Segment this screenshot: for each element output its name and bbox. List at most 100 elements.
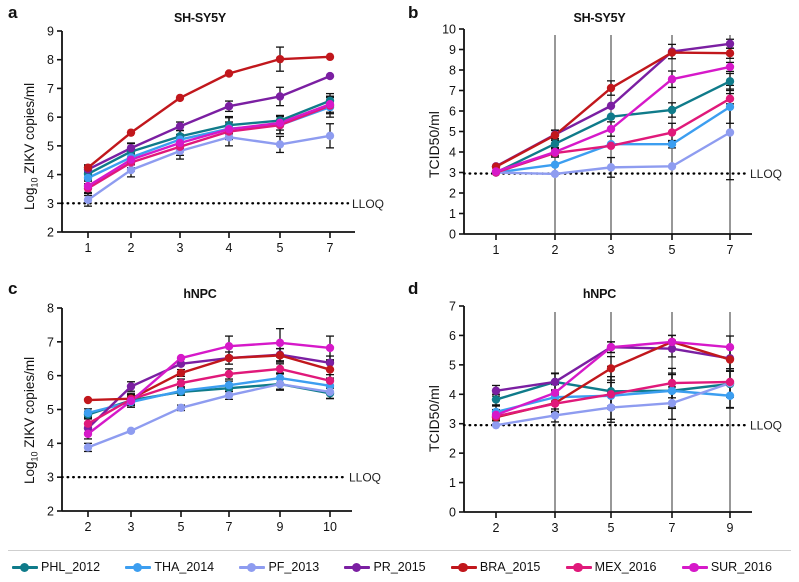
data-point-phl_2012 <box>725 77 735 86</box>
legend-item-label: PR_2015 <box>373 560 426 574</box>
data-point-pf_2013 <box>606 403 616 412</box>
data-point-bra_2015 <box>275 54 285 64</box>
x-axis-tick-label: 5 <box>669 243 676 257</box>
data-point-bra_2015 <box>667 48 677 57</box>
y-axis-tick-label: 4 <box>47 437 54 451</box>
series-line-pr_2015 <box>86 74 332 171</box>
data-point-pf_2013 <box>606 163 616 172</box>
data-point-sur_2016 <box>83 181 93 191</box>
x-axis-tick-label: 2 <box>552 243 559 257</box>
legend-item-label: BRA_2015 <box>479 560 541 574</box>
data-point-sur_2016 <box>176 353 186 363</box>
data-point-bra_2015 <box>175 93 185 103</box>
data-point-pf_2013 <box>550 411 560 420</box>
data-point-sur_2016 <box>550 147 560 157</box>
y-axis-tick-label: 6 <box>449 329 456 343</box>
panel-a: a SH-SY5Y Log10 ZIKV copies/ml 2 3 4 5 6 7 8 9 1… <box>0 0 400 276</box>
data-point-pf_2013 <box>325 131 335 141</box>
legend-item-sur_2016[interactable]: SUR_2016 <box>681 560 772 574</box>
data-point-pr_2015 <box>325 358 335 368</box>
data-point-mex_2016 <box>176 378 186 388</box>
panel-c-y-axis-label-rest: ZIKV copies/ml <box>22 356 37 452</box>
series-line-bra_2015 <box>86 55 332 169</box>
y-axis-tick-label: 3 <box>47 197 54 211</box>
data-point-sur_2016 <box>126 396 136 406</box>
legend-item-pf_2013[interactable]: PF_2013 <box>239 560 319 574</box>
panel-a-y-axis-label-rest: ZIKV copies/ml <box>22 82 37 178</box>
data-point-sur_2016 <box>606 124 616 134</box>
data-point-bra_2015 <box>224 353 234 363</box>
data-point-tha_2014 <box>725 391 735 400</box>
y-axis-tick-label: 8 <box>47 302 54 316</box>
y-axis-tick-label: 5 <box>449 358 456 372</box>
data-point-pf_2013 <box>325 387 335 397</box>
legend-divider <box>8 550 791 551</box>
data-point-sur_2016 <box>325 343 335 353</box>
legend-item-tha_2014[interactable]: THA_2014 <box>125 560 214 574</box>
data-point-mex_2016 <box>325 376 335 385</box>
data-point-sur_2016 <box>725 343 735 352</box>
data-point-sur_2016 <box>175 138 185 148</box>
panel-c-y-axis-label-sub: 10 <box>29 451 40 462</box>
legend-item-bra_2015[interactable]: BRA_2015 <box>450 560 541 574</box>
legend-dot-swatch <box>132 562 143 573</box>
x-axis-tick-label: 7 <box>669 521 676 535</box>
panel-c-y-axis-label: Log10 ZIKV copies/ml <box>22 357 40 484</box>
data-point-pf_2013 <box>550 169 560 179</box>
x-axis-tick-label: 4 <box>226 241 233 255</box>
legend-item-label: PHL_2012 <box>41 560 101 574</box>
x-axis-tick-label: 7 <box>226 520 233 534</box>
series-line-sur_2016 <box>86 103 332 188</box>
y-axis-tick-label: 5 <box>47 139 54 153</box>
legend-item-mex_2016[interactable]: MEX_2016 <box>565 560 657 574</box>
data-point-pf_2013 <box>725 128 735 137</box>
data-point-pr_2015 <box>176 359 186 369</box>
data-point-sur_2016 <box>224 125 234 134</box>
panel-d-plot: 0 1 2 3 4 5 6 7 2 3 5 7 9 LLOQ <box>449 300 782 536</box>
data-point-sur_2016 <box>550 388 560 398</box>
data-point-mex_2016 <box>83 419 93 428</box>
y-axis-tick-label: 6 <box>47 369 54 383</box>
data-point-pr_2015 <box>491 386 501 395</box>
legend-item-label: THA_2014 <box>154 560 215 574</box>
y-axis-tick-label: 9 <box>47 25 54 39</box>
panel-c-plot: 2 3 4 5 6 7 8 2 3 5 7 9 10 LLOQ <box>47 302 381 535</box>
x-axis-tick-label: 3 <box>608 243 615 257</box>
lloq-label: LLOQ <box>750 167 782 181</box>
y-axis-tick-label: 5 <box>47 403 54 417</box>
data-point-phl_2012 <box>667 105 677 115</box>
legend-dot-swatch <box>19 562 29 573</box>
line-marker-icon <box>450 561 477 573</box>
data-point-pf_2013 <box>491 420 501 430</box>
line-marker-icon <box>239 561 266 573</box>
legend-dot-swatch <box>573 562 583 573</box>
legend: PHL_2012 THA_2014 PF_2013 PR_2015 BRA_2015 ME… <box>0 552 799 582</box>
data-point-bra_2015 <box>275 351 285 360</box>
data-point-pr_2015 <box>325 71 335 81</box>
series-line-mex_2016 <box>86 367 332 425</box>
x-axis-tick-label: 5 <box>608 521 615 535</box>
data-point-mex_2016 <box>224 369 234 379</box>
x-axis-tick-label: 5 <box>277 241 284 255</box>
y-axis-tick-label: 8 <box>449 64 456 78</box>
panel-a-y-axis-label: Log10 ZIKV copies/ml <box>22 83 40 210</box>
lloq-label: LLOQ <box>750 419 782 433</box>
legend-dot-swatch <box>689 562 699 573</box>
data-point-mex_2016 <box>667 378 677 388</box>
data-point-bra_2015 <box>126 128 136 137</box>
data-point-bra_2015 <box>606 83 616 93</box>
data-point-phl_2012 <box>491 395 501 404</box>
panel-b-title: SH-SY5Y <box>573 11 626 25</box>
data-point-sur_2016 <box>275 118 285 128</box>
data-point-bra_2015 <box>550 130 560 140</box>
panel-d: d hNPC TCID50/ml 0 1 2 3 4 5 6 7 2 3 5 7 9 LLOQ <box>400 276 799 548</box>
legend-item-pr_2015[interactable]: PR_2015 <box>344 560 426 574</box>
legend-item-phl_2012[interactable]: PHL_2012 <box>12 560 100 574</box>
data-point-pr_2015 <box>175 122 185 131</box>
data-point-pr_2015 <box>606 101 616 111</box>
legend-item-label: PF_2013 <box>268 560 320 574</box>
data-point-tha_2014 <box>83 408 93 418</box>
data-point-pr_2015 <box>275 92 285 101</box>
x-axis-tick-label: 2 <box>493 521 500 535</box>
data-point-pf_2013 <box>126 426 136 436</box>
